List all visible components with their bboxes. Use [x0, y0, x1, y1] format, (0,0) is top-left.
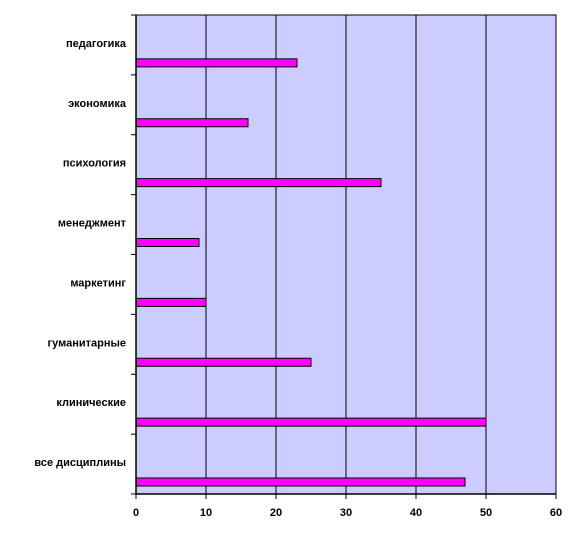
category-label: менеджмент	[58, 218, 127, 230]
bar	[135, 417, 487, 427]
bar	[135, 58, 298, 68]
category-label: педагогика	[66, 38, 127, 50]
category-label: маркетинг	[70, 277, 126, 289]
bars	[135, 58, 487, 487]
category-label: клинические	[56, 397, 126, 409]
category-label: экономика	[68, 98, 127, 110]
x-tick-labels: 0 10 20 30 40 50 60	[133, 494, 562, 519]
x-tick-label: 50	[480, 507, 492, 519]
bar	[135, 297, 207, 307]
category-label: гуманитарные	[48, 337, 126, 349]
bar	[135, 178, 382, 188]
category-label: психология	[63, 158, 126, 170]
x-tick-label: 40	[410, 507, 422, 519]
bar	[135, 477, 466, 487]
x-tick-label: 60	[550, 507, 562, 519]
gridlines	[205, 15, 487, 494]
bar	[135, 357, 312, 367]
category-label: все дисциплины	[34, 457, 126, 469]
bar	[135, 238, 200, 247]
x-tick-label: 20	[270, 507, 282, 519]
x-tick-label: 0	[133, 507, 139, 519]
category-labels: педагогика экономика психология менеджмент м…	[34, 38, 126, 469]
bar	[135, 118, 249, 128]
x-tick-label: 30	[340, 507, 352, 519]
x-tick-label: 10	[200, 507, 212, 519]
